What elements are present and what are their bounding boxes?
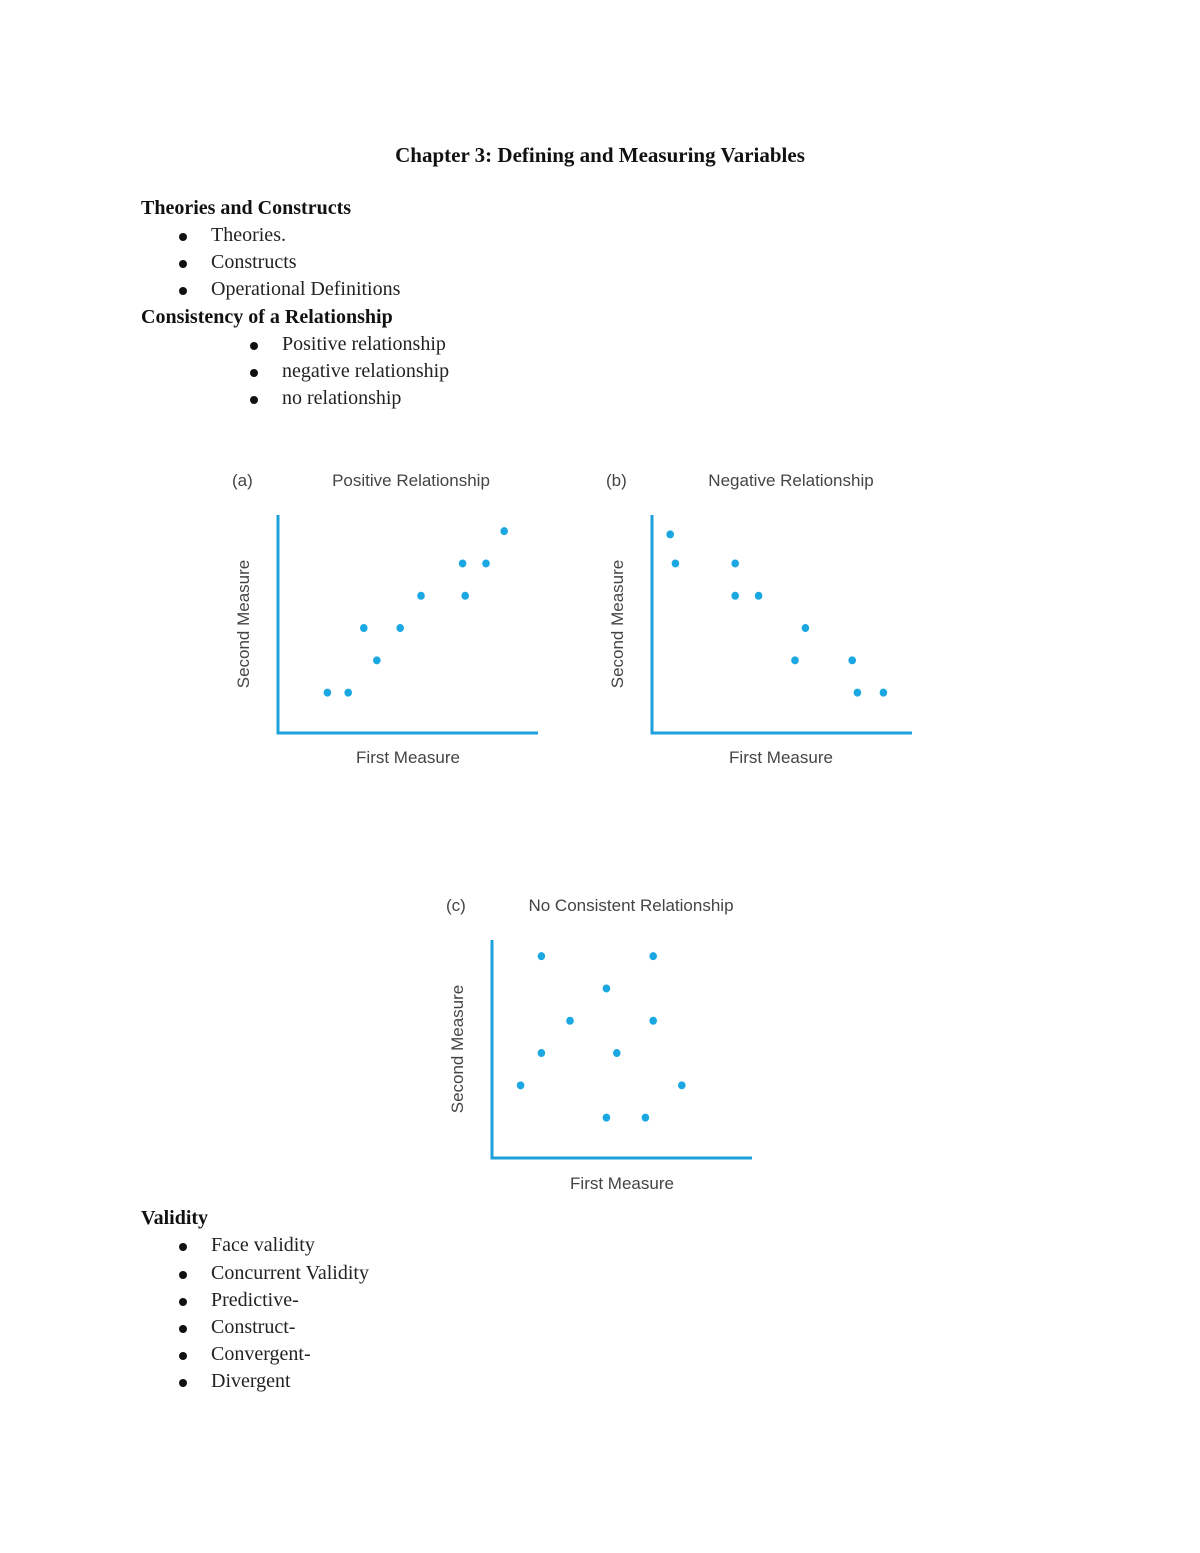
list-item: no relationship [250,387,401,410]
panel-label: (b) [606,471,627,490]
x-axis-label: First Measure [729,748,833,767]
data-point [879,688,888,697]
x-axis-label: First Measure [570,1174,674,1193]
bullet-icon [250,369,258,377]
y-axis-label: Second Measure [234,560,253,689]
data-point [417,591,425,600]
data-point [458,559,467,568]
data-point [791,656,799,665]
panel-label: (c) [446,896,466,915]
section-heading-consistency: Consistency of a Relationship [141,306,393,328]
list-item: Construct- [179,1316,295,1339]
data-point [666,530,674,539]
list-item: negative relationship [250,360,449,383]
page-title: Chapter 3: Defining and Measuring Variab… [395,143,805,167]
data-point [602,984,611,993]
data-point [516,1081,525,1090]
data-point [731,559,739,568]
list-item: Constructs [179,251,297,274]
bullet-icon [179,1352,187,1360]
data-point [848,656,856,665]
data-point [373,656,381,665]
chart-negative-relationship: (b) Negative Relationship Second Measure… [606,471,912,767]
list-item: Positive relationship [250,333,446,356]
list-item: Convergent- [179,1343,311,1366]
y-axis-label: Second Measure [448,985,467,1114]
chart-title: Positive Relationship [332,471,490,490]
data-point [344,688,352,697]
data-point [731,591,739,600]
data-point [801,624,810,633]
data-point [500,527,509,536]
chart-title: Negative Relationship [708,471,873,490]
data-point [678,1081,686,1090]
list-item: Operational Definitions [179,278,400,301]
chart-title: No Consistent Relationship [528,896,733,915]
bullet-icon [179,233,187,241]
data-point [396,624,404,633]
bullet-icon [179,1379,187,1387]
panel-label: (a) [232,471,253,490]
section-heading-theories: Theories and Constructs [141,197,352,219]
section-heading-validity: Validity [141,1207,209,1229]
bullet-icon [250,396,258,404]
data-point [853,688,862,697]
list-item: Face validity [179,1234,315,1257]
data-point [323,688,332,697]
x-axis-label: First Measure [356,748,460,767]
data-point [649,1016,657,1025]
bullet-icon [179,1298,187,1306]
data-point [566,1016,574,1025]
chart-positive-relationship: (a) Positive Relationship Second Measure… [232,471,538,767]
axis-lines [490,940,752,1160]
bullet-icon [179,260,187,268]
data-point [360,624,368,633]
list-item: Predictive- [179,1289,299,1312]
data-point [482,559,490,568]
data-point [537,1049,546,1058]
data-point [602,1113,611,1122]
data-point [649,952,657,961]
y-axis-label: Second Measure [608,560,627,689]
bullet-icon [179,1271,187,1279]
bullet-icon [250,342,258,350]
axis-lines [650,515,912,735]
list-item: Concurrent Validity [179,1262,369,1285]
list-item: Theories. [179,224,286,247]
data-point [754,591,763,600]
data-point [613,1049,621,1058]
data-point [537,952,546,961]
bullet-icon [179,1243,187,1251]
axis-lines [276,515,538,735]
data-point [641,1113,650,1122]
chart-no-consistent-relationship: (c) No Consistent Relationship Second Me… [446,896,752,1193]
bullet-icon [179,287,187,295]
list-item: Divergent [179,1370,291,1393]
data-point [671,559,680,568]
data-point [461,591,469,600]
bullet-icon [179,1325,187,1333]
